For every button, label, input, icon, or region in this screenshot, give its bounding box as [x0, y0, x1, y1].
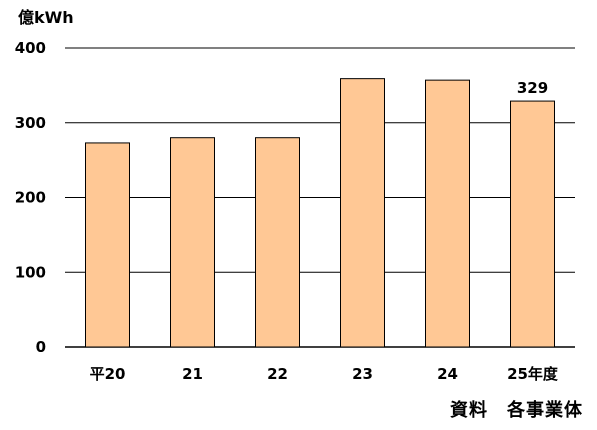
y-tick-label: 300: [15, 114, 46, 132]
x-tick-label: 平20: [90, 365, 126, 383]
y-axis-label: 億kWh: [18, 8, 74, 27]
bar: [425, 79, 470, 348]
data-label: 329: [517, 79, 548, 97]
bar: [340, 78, 385, 348]
y-tick-label: 0: [36, 338, 46, 356]
bar: [510, 100, 555, 348]
source-note: 資料 各事業体: [450, 400, 583, 421]
y-tick-label: 200: [15, 189, 46, 207]
bar: [85, 142, 130, 348]
bar: [170, 137, 215, 348]
x-tick-label: 21: [182, 365, 203, 383]
x-tick-label: 25年度: [507, 365, 559, 383]
x-tick-label: 23: [352, 365, 373, 383]
x-tick-label: 22: [267, 365, 288, 383]
y-tick-label: 100: [15, 263, 46, 281]
bar: [255, 137, 300, 348]
y-tick-label: 400: [15, 39, 46, 57]
x-tick-label: 24: [437, 365, 458, 383]
